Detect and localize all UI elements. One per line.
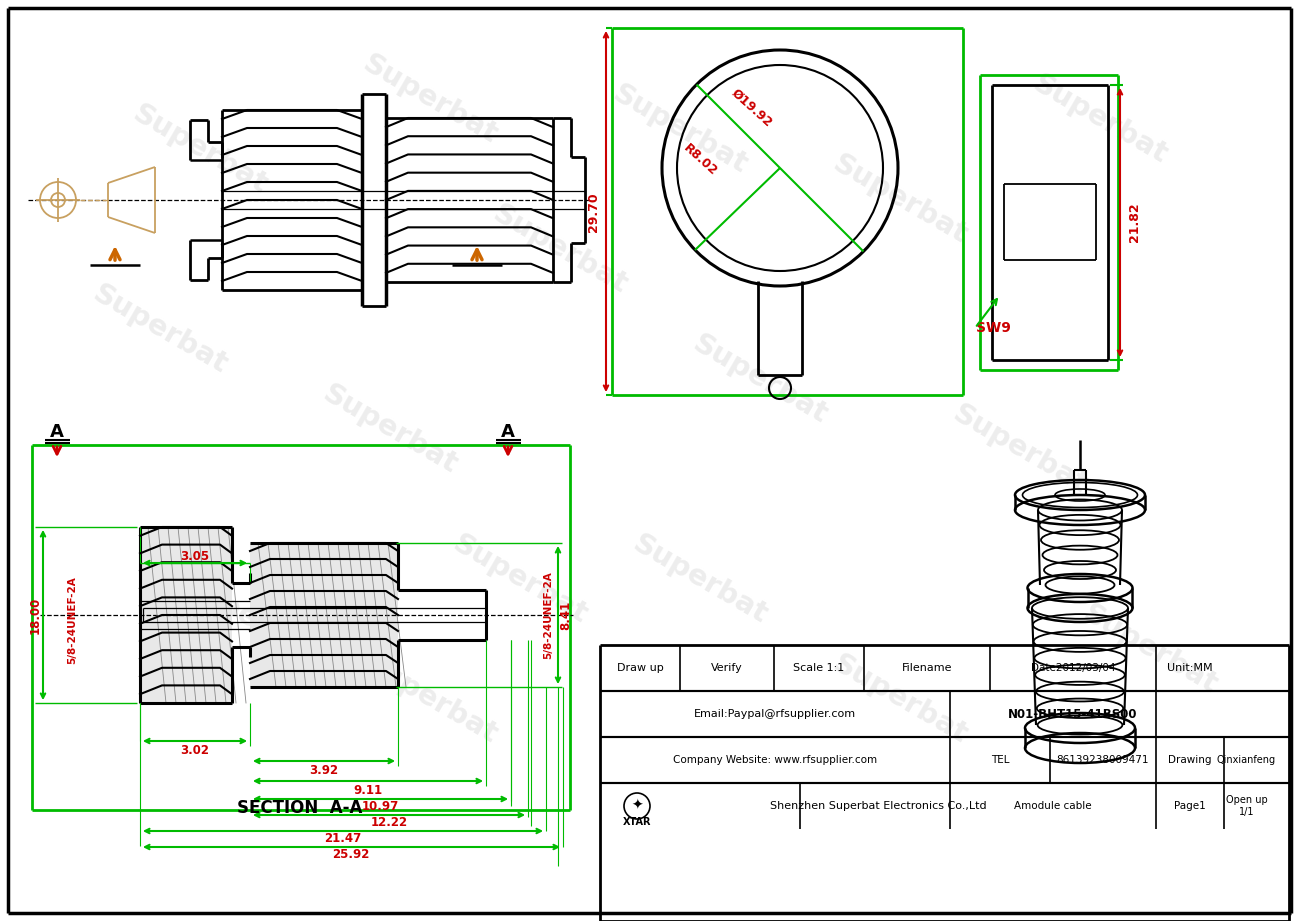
Text: Verify: Verify	[711, 663, 743, 673]
Text: 12.22: 12.22	[370, 817, 408, 830]
Text: Drawing: Drawing	[1168, 755, 1212, 765]
Text: Superbat: Superbat	[687, 330, 833, 430]
Text: 21.82: 21.82	[1129, 203, 1142, 242]
Text: 5/8-24UNEF-2A: 5/8-24UNEF-2A	[543, 571, 553, 659]
Text: Superbat: Superbat	[448, 530, 592, 630]
Text: 18.00: 18.00	[29, 597, 42, 634]
Text: Superbat: Superbat	[827, 150, 973, 250]
Text: Superbat: Superbat	[357, 650, 503, 750]
Text: Date2012/03/04: Date2012/03/04	[1030, 663, 1116, 673]
Text: Superbat: Superbat	[87, 280, 233, 379]
Text: Superbat: Superbat	[827, 650, 973, 750]
Text: Ø19.92: Ø19.92	[729, 87, 776, 130]
Text: Page1: Page1	[1174, 801, 1205, 811]
Text: 3.05: 3.05	[181, 551, 209, 564]
Text: XTAR: XTAR	[622, 817, 651, 827]
Text: SW9: SW9	[976, 321, 1011, 335]
Text: Superbat: Superbat	[608, 80, 752, 180]
Text: 25.92: 25.92	[333, 848, 370, 861]
Polygon shape	[140, 527, 233, 703]
Text: TEL: TEL	[991, 755, 1009, 765]
Text: 21.47: 21.47	[325, 833, 361, 845]
Text: Superbat: Superbat	[127, 100, 273, 200]
Text: Company Website: www.rfsupplier.com: Company Website: www.rfsupplier.com	[673, 755, 877, 765]
Text: SECTION  A-A: SECTION A-A	[238, 799, 362, 817]
Text: Unit:MM: Unit:MM	[1168, 663, 1213, 673]
Text: A: A	[501, 423, 514, 441]
Text: Superbat: Superbat	[487, 200, 633, 300]
Text: Draw up: Draw up	[617, 663, 664, 673]
Text: 29.70: 29.70	[587, 192, 600, 232]
Text: Open up
1/1: Open up 1/1	[1226, 795, 1268, 817]
Text: Superbat: Superbat	[178, 570, 322, 670]
Text: 86139238009471: 86139238009471	[1057, 755, 1150, 765]
Text: Amodule cable: Amodule cable	[1015, 801, 1092, 811]
Text: 5/8-24UNEF-2A: 5/8-24UNEF-2A	[68, 577, 77, 664]
Text: Qinxianfeng: Qinxianfeng	[1216, 755, 1276, 765]
Text: 9.11: 9.11	[353, 785, 383, 798]
Polygon shape	[249, 543, 397, 687]
Text: Superbat: Superbat	[947, 400, 1092, 500]
Text: 8.41: 8.41	[560, 600, 573, 630]
Text: 3.02: 3.02	[181, 744, 209, 757]
Text: Superbat: Superbat	[627, 530, 773, 630]
Text: Superbat: Superbat	[1028, 70, 1173, 169]
Text: Shenzhen Superbat Electronics Co.,Ltd: Shenzhen Superbat Electronics Co.,Ltd	[770, 801, 986, 811]
Text: 10.97: 10.97	[361, 800, 399, 813]
Text: N01-BHT15-41BS00: N01-BHT15-41BS00	[1008, 707, 1138, 720]
Text: Superbat: Superbat	[357, 50, 503, 150]
Text: Superbat: Superbat	[317, 380, 462, 480]
Text: A: A	[51, 423, 64, 441]
Text: 3.92: 3.92	[309, 764, 339, 777]
Text: Email:Paypal@rfsupplier.com: Email:Paypal@rfsupplier.com	[694, 709, 856, 719]
Text: ✦: ✦	[631, 799, 643, 813]
Text: Superbat: Superbat	[1078, 600, 1222, 700]
Text: Filename: Filename	[902, 663, 952, 673]
Text: R8.02: R8.02	[681, 142, 720, 179]
Text: Scale 1:1: Scale 1:1	[794, 663, 844, 673]
